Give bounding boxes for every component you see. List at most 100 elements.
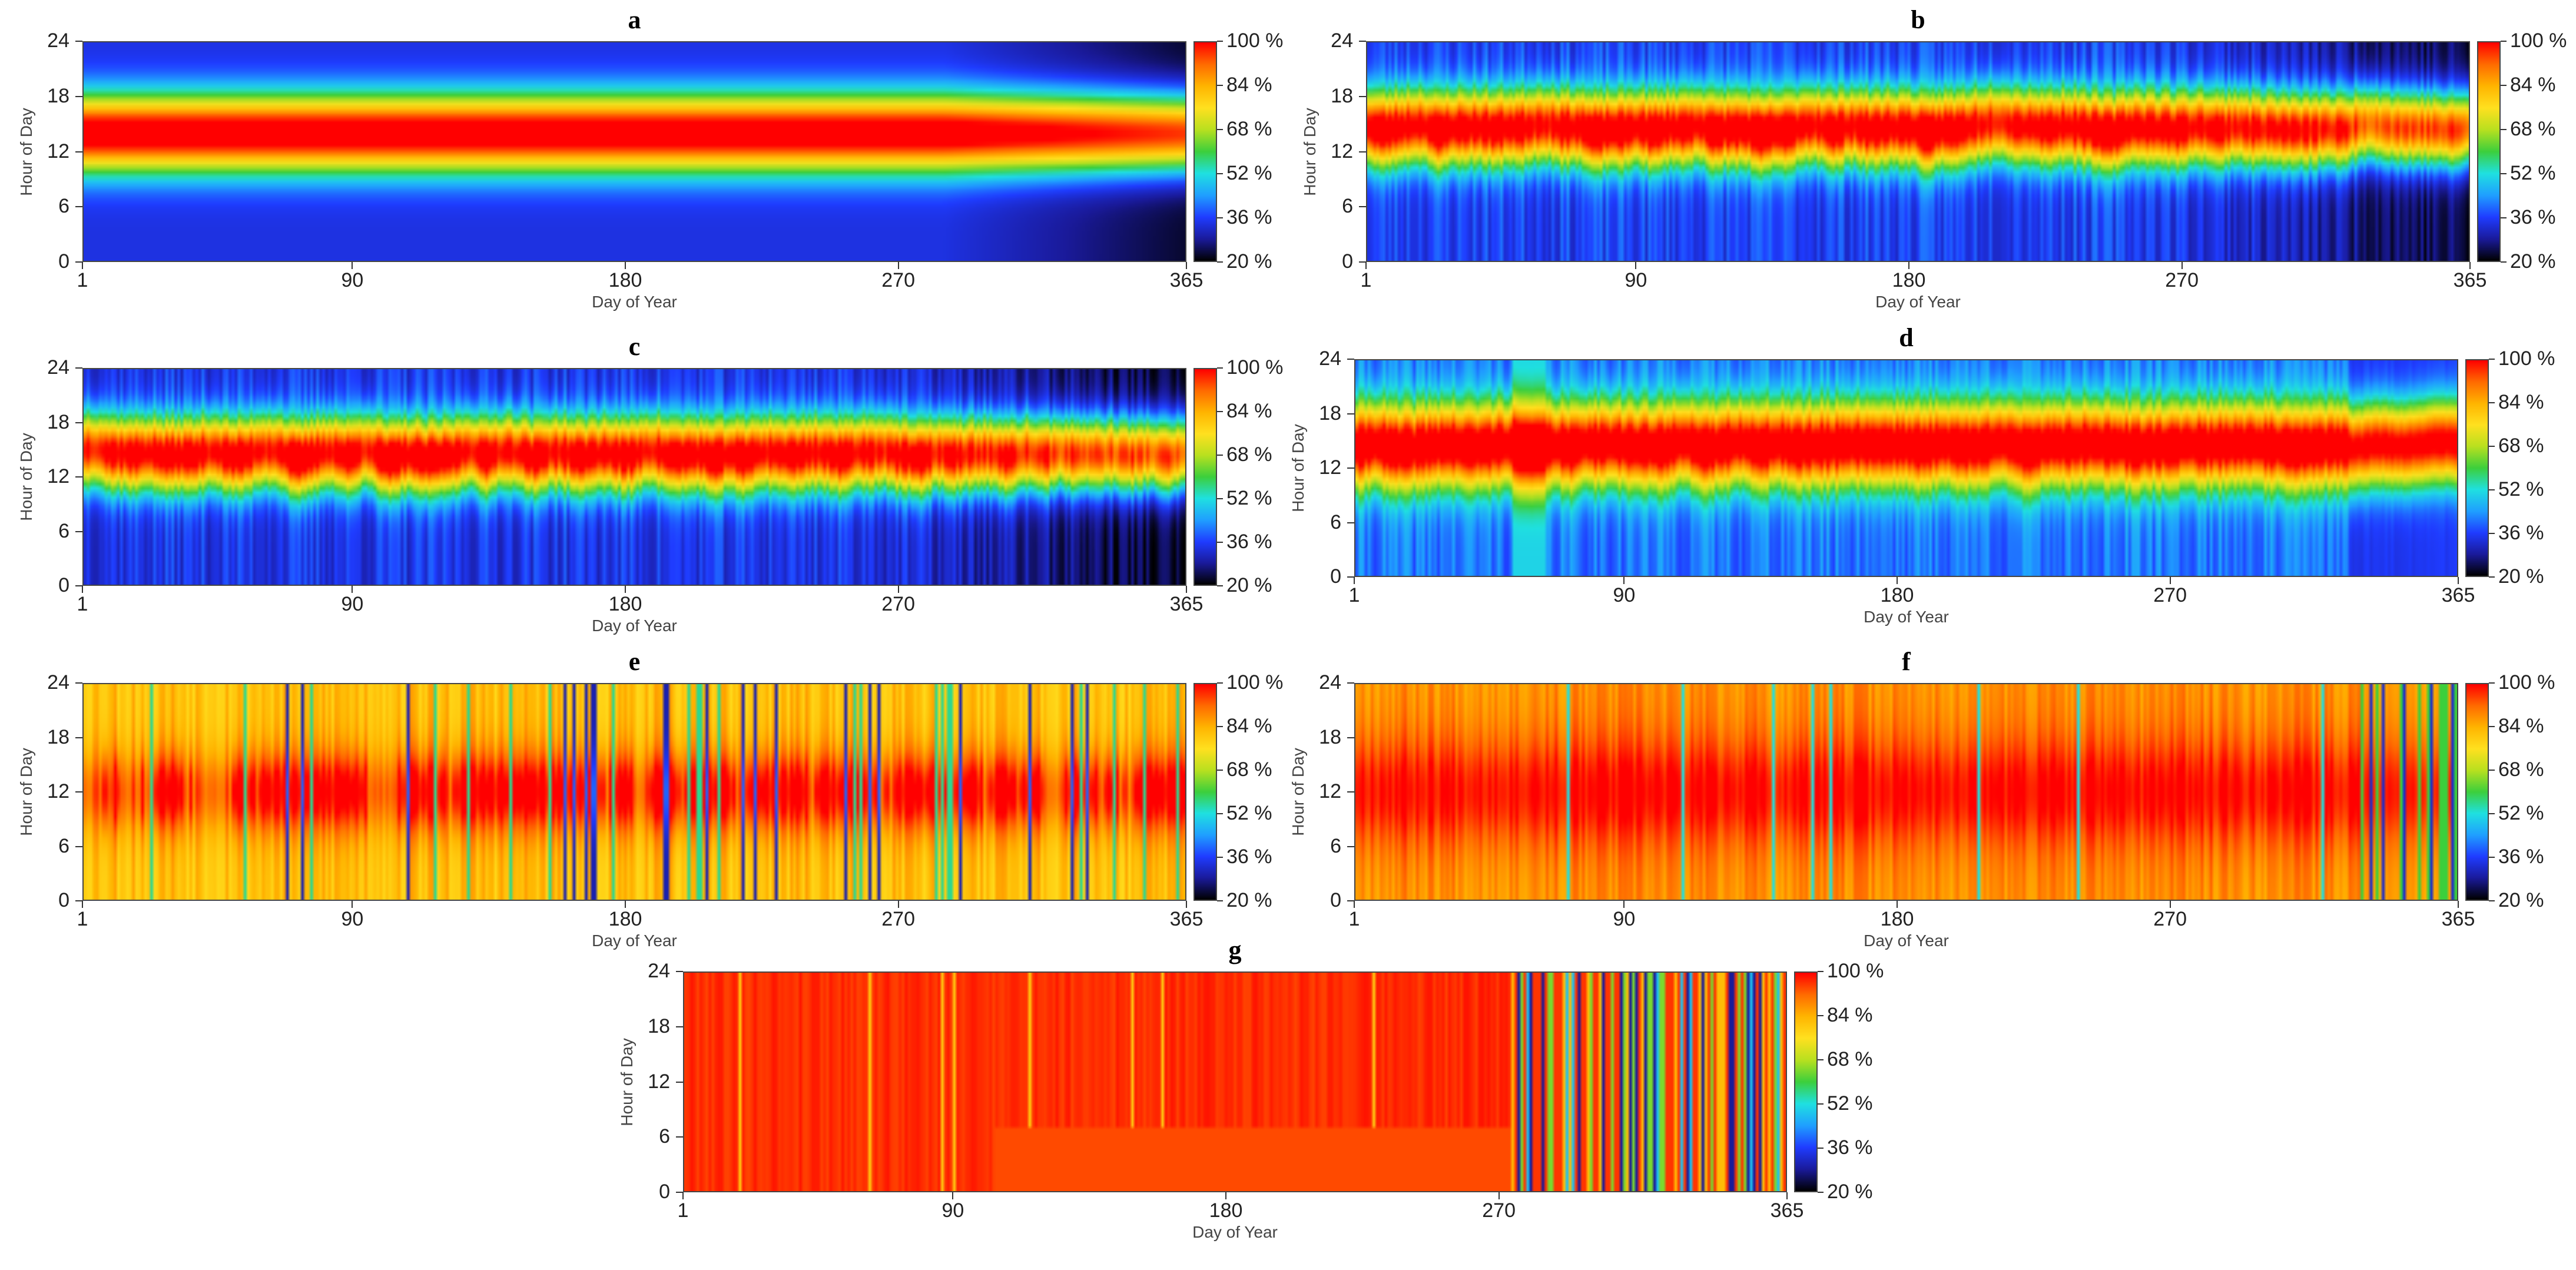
y-tick-label: 24 <box>47 29 69 52</box>
y-tick-mark <box>75 367 82 369</box>
y-tick-mark <box>1359 151 1366 152</box>
colorbar-tick-label: 84 % <box>1226 400 1272 422</box>
y-tick-mark <box>1347 845 1354 847</box>
y-tick-mark <box>1359 41 1366 42</box>
x-tick-mark <box>682 1192 684 1199</box>
colorbar-tick <box>2501 173 2507 174</box>
y-tick-mark <box>676 1136 683 1138</box>
y-tick-mark <box>75 422 82 423</box>
x-tick-label: 90 <box>1613 584 1636 606</box>
heatmap-panel-d: d 0 6 12 18 24 1 90 180 270 365 Hour of Day Day of Y… <box>1272 318 2576 642</box>
colorbar-tick-label: 20 % <box>2498 889 2544 911</box>
colorbar-tick <box>2489 682 2495 684</box>
x-tick-mark <box>1897 577 1898 584</box>
x-tick-label: 180 <box>608 908 642 930</box>
x-tick-label: 365 <box>1169 593 1204 615</box>
y-tick-label: 0 <box>58 250 69 273</box>
colorbar-tick <box>1217 726 1223 727</box>
colorbar-tick-label: 100 % <box>2510 29 2567 52</box>
colorbar-tick <box>2501 261 2507 263</box>
y-tick-label: 0 <box>1342 250 1353 273</box>
colorbar-tick-label: 100 % <box>2498 347 2555 370</box>
x-axis-title: Day of Year <box>592 931 677 950</box>
x-tick-label: 90 <box>341 269 364 291</box>
colorbar-tick-label: 84 % <box>2498 715 2544 737</box>
x-axis-title: Day of Year <box>592 293 677 311</box>
x-tick-mark <box>1186 262 1187 269</box>
y-tick-label: 0 <box>58 889 69 911</box>
y-tick-label: 0 <box>1330 889 1341 911</box>
colorbar-tick <box>1818 1059 1824 1060</box>
heatmap-canvas <box>684 973 1786 1191</box>
colorbar-tick-label: 36 % <box>1226 530 1272 553</box>
colorbar-tick <box>2489 857 2495 858</box>
x-tick-label: 1 <box>1348 584 1360 606</box>
colorbar-tick <box>1818 1103 1824 1105</box>
y-tick-label: 24 <box>1319 671 1341 694</box>
y-tick-label: 0 <box>659 1181 670 1203</box>
heatmap-panel-a: a 0 6 12 18 24 1 90 180 270 365 Hour of Day Day of Y… <box>0 0 1340 327</box>
colorbar-tick <box>1217 217 1223 218</box>
y-tick-mark <box>1359 95 1366 97</box>
y-tick-mark <box>676 1081 683 1083</box>
heatmap-plot <box>1366 41 2470 262</box>
y-tick-mark <box>676 1192 683 1193</box>
x-tick-mark <box>1786 1192 1788 1199</box>
x-tick-mark <box>2169 901 2171 908</box>
heatmap-canvas <box>84 684 1185 900</box>
colorbar-tick-label: 52 % <box>1827 1092 1873 1115</box>
y-tick-mark <box>1347 359 1354 360</box>
x-tick-label: 270 <box>2153 908 2187 930</box>
colorbar-tick <box>1217 900 1223 901</box>
colorbar-tick-label: 20 % <box>1226 574 1272 596</box>
x-tick-label: 180 <box>1209 1199 1243 1222</box>
heatmap-panel-b: b 0 6 12 18 24 1 90 180 270 365 Hour of Day Day of Y… <box>1284 0 2576 327</box>
x-tick-label: 270 <box>2165 269 2199 291</box>
y-tick-mark <box>1347 900 1354 901</box>
x-tick-label: 1 <box>77 269 88 291</box>
x-tick-label: 270 <box>881 269 915 291</box>
y-axis-title: Hour of Day <box>17 433 35 521</box>
colorbar-tick <box>1217 85 1223 86</box>
colorbar-tick-label: 84 % <box>2510 74 2556 96</box>
x-tick-mark <box>1354 577 1355 584</box>
y-tick-mark <box>75 206 82 208</box>
y-tick-label: 12 <box>1331 140 1353 163</box>
colorbar-tick <box>1217 411 1223 412</box>
x-tick-mark <box>352 262 353 269</box>
y-tick-label: 12 <box>1319 456 1341 479</box>
y-tick-label: 12 <box>47 465 69 488</box>
colorbar-tick <box>1217 261 1223 263</box>
colorbar-tick <box>2501 129 2507 130</box>
colorbar-tick <box>1217 455 1223 456</box>
y-tick-label: 18 <box>47 84 69 107</box>
y-tick-mark <box>75 530 82 532</box>
colorbar-tick <box>2489 489 2495 490</box>
x-tick-label: 270 <box>881 593 915 615</box>
y-tick-mark <box>1347 522 1354 523</box>
heatmap-plot <box>82 41 1186 262</box>
x-tick-mark <box>897 586 899 593</box>
y-tick-mark <box>75 476 82 478</box>
x-tick-label: 90 <box>1613 908 1636 930</box>
colorbar-tick-label: 68 % <box>1226 118 1272 140</box>
x-tick-mark <box>1186 901 1187 908</box>
y-tick-mark <box>75 585 82 586</box>
colorbar-tick <box>2489 533 2495 534</box>
colorbar-tick <box>1217 173 1223 174</box>
panel-letter: a <box>628 5 641 34</box>
heatmap-panel-e: e 0 6 12 18 24 1 90 180 270 365 Hour of Day Day of Y… <box>0 642 1340 966</box>
colorbar-tick-label: 36 % <box>1827 1136 1873 1159</box>
x-tick-mark <box>82 901 83 908</box>
colorbar-tick <box>1217 813 1223 814</box>
colorbar-tick <box>1818 1148 1824 1149</box>
x-tick-mark <box>1225 1192 1227 1199</box>
x-tick-label: 1 <box>1348 908 1360 930</box>
colorbar-tick-label: 52 % <box>2498 478 2544 500</box>
colorbar-tick-label: 52 % <box>1226 162 1272 184</box>
x-tick-label: 180 <box>608 269 642 291</box>
colorbar-tick-label: 68 % <box>2498 435 2544 457</box>
x-tick-mark <box>2469 262 2471 269</box>
colorbar-tick-label: 52 % <box>1226 487 1272 509</box>
colorbar-tick <box>1217 857 1223 858</box>
